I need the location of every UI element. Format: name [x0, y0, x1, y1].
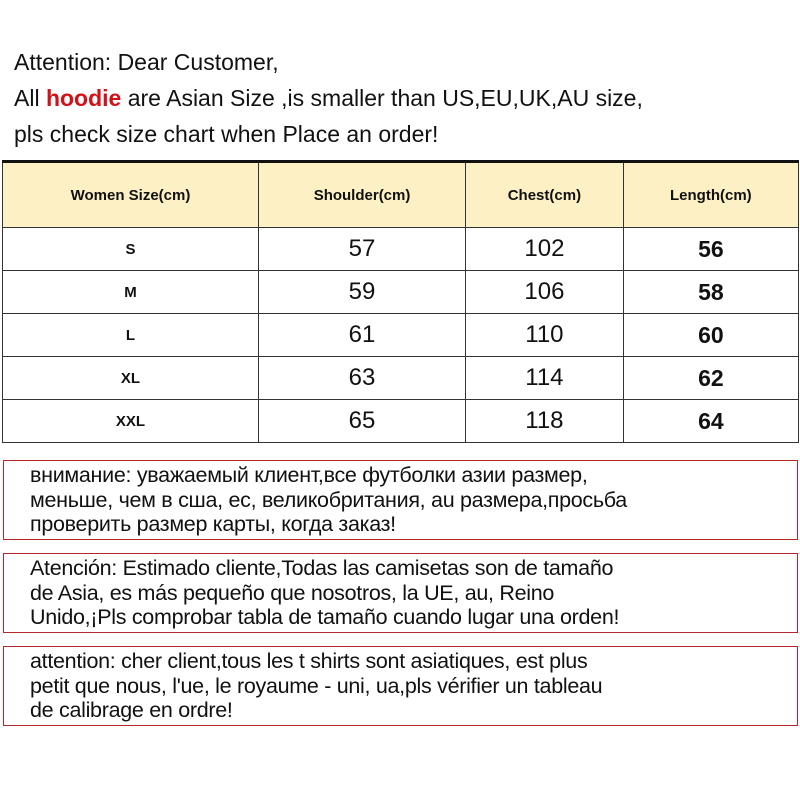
table-row: XXL 65 118 64	[2, 399, 800, 443]
shoulder-cell: 63	[257, 356, 467, 400]
shoulder-cell: 65	[257, 399, 467, 443]
table-row: S 57 102 56	[2, 227, 800, 271]
chest-cell: 102	[465, 227, 624, 271]
size-cell: S	[2, 227, 259, 271]
chest-cell: 106	[465, 270, 624, 314]
header-shoulder: Shoulder(cm)	[257, 161, 467, 228]
note-line: меньше, чем в сша, ес, великобритания, a…	[30, 487, 627, 512]
intro-line-3: pls check size chart when Place an order…	[14, 121, 439, 147]
table-row: L 61 110 60	[2, 313, 800, 357]
note-line: de calibrage en ordre!	[30, 698, 233, 722]
intro-line-2: All hoodie are Asian Size ,is smaller th…	[14, 80, 643, 116]
note-russian: внимание: уважаемый клиент,все футболки …	[3, 460, 798, 540]
chest-cell: 110	[465, 313, 624, 357]
chest-cell: 114	[465, 356, 624, 400]
header-length: Length(cm)	[622, 161, 800, 228]
chest-cell: 118	[465, 399, 624, 443]
shoulder-cell: 61	[257, 313, 467, 357]
header-chest: Chest(cm)	[465, 161, 624, 228]
length-cell: 60	[622, 313, 800, 357]
product-highlight: hoodie	[45, 85, 122, 111]
table-row: M 59 106 58	[2, 270, 800, 314]
intro-line-2-start: All	[14, 85, 46, 111]
note-line: petit que nous, l'ue, le royaume - uni, …	[30, 673, 603, 698]
length-cell: 64	[622, 399, 800, 443]
size-cell: L	[2, 313, 259, 357]
size-cell: M	[2, 270, 259, 314]
length-cell: 56	[622, 227, 800, 271]
length-cell: 62	[622, 356, 800, 400]
note-spanish: Atención: Estimado cliente,Todas las cam…	[3, 553, 798, 633]
note-line: проверить размер карты, когда заказ!	[30, 512, 396, 536]
size-chart-table: Women Size(cm) Shoulder(cm) Chest(cm) Le…	[2, 160, 800, 443]
length-cell: 58	[622, 270, 800, 314]
size-cell: XXL	[2, 399, 259, 443]
note-line: attention: cher client,tous les t shirts…	[30, 649, 588, 673]
size-cell: XL	[2, 356, 259, 400]
attention-intro: Attention: Dear Customer, All hoodie are…	[14, 44, 643, 152]
note-line: de Asia, es más pequeño que nosotros, la…	[30, 580, 555, 605]
intro-line-2-end: are Asian Size ,is smaller than US,EU,UK…	[121, 85, 643, 111]
note-line: Unido,¡Pls comprobar tabla de tamaño cua…	[30, 605, 620, 629]
shoulder-cell: 57	[257, 227, 467, 271]
intro-line-1: Attention: Dear Customer,	[14, 49, 279, 75]
shoulder-cell: 59	[257, 270, 467, 314]
note-french: attention: cher client,tous les t shirts…	[3, 646, 798, 726]
note-line: внимание: уважаемый клиент,все футболки …	[30, 463, 588, 487]
table-row: XL 63 114 62	[2, 356, 800, 400]
table-header-row: Women Size(cm) Shoulder(cm) Chest(cm) Le…	[2, 161, 800, 228]
header-size: Women Size(cm)	[2, 161, 259, 228]
note-line: Atención: Estimado cliente,Todas las cam…	[30, 556, 614, 580]
